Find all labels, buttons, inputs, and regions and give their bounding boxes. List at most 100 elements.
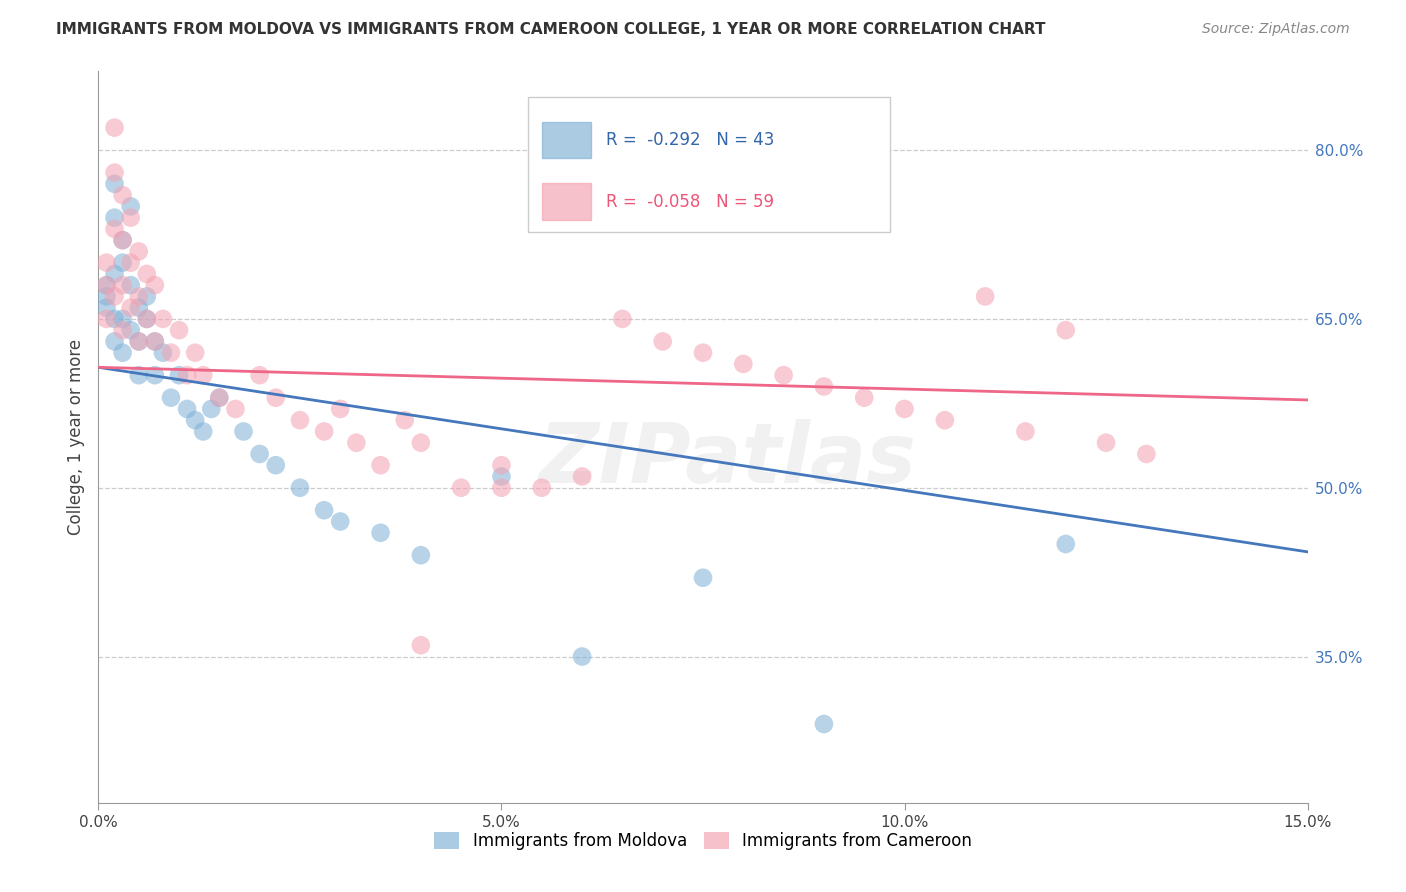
Point: [813, 379, 835, 393]
FancyBboxPatch shape: [527, 97, 890, 232]
Point: [103, 222, 125, 236]
Point: [1054, 323, 1077, 337]
Point: [160, 391, 183, 405]
Point: [128, 334, 150, 349]
Point: [249, 447, 271, 461]
Point: [167, 323, 190, 337]
Text: ZIPatlas: ZIPatlas: [538, 418, 917, 500]
Point: [450, 481, 472, 495]
Point: [120, 255, 142, 269]
Point: [111, 233, 134, 247]
Point: [128, 301, 150, 315]
Text: Source: ZipAtlas.com: Source: ZipAtlas.com: [1202, 22, 1350, 37]
Point: [1095, 435, 1118, 450]
Point: [111, 345, 134, 359]
Point: [200, 401, 222, 416]
Point: [193, 368, 215, 383]
Point: [409, 548, 432, 562]
Point: [409, 435, 432, 450]
Point: [853, 211, 876, 225]
Point: [184, 413, 207, 427]
Text: R =  -0.292   N = 43: R = -0.292 N = 43: [606, 131, 775, 149]
Point: [103, 177, 125, 191]
Point: [208, 391, 231, 405]
Point: [853, 391, 876, 405]
Point: [370, 525, 392, 540]
Point: [370, 458, 392, 473]
Point: [612, 312, 634, 326]
Point: [288, 481, 311, 495]
Point: [120, 211, 142, 225]
Point: [264, 458, 287, 473]
Point: [120, 278, 142, 293]
Point: [96, 278, 118, 293]
Point: [184, 345, 207, 359]
Text: R =  -0.058   N = 59: R = -0.058 N = 59: [606, 193, 775, 211]
Point: [344, 435, 367, 450]
Point: [160, 345, 183, 359]
Point: [135, 289, 157, 303]
Point: [111, 255, 134, 269]
Point: [111, 312, 134, 326]
Point: [143, 368, 166, 383]
Text: IMMIGRANTS FROM MOLDOVA VS IMMIGRANTS FROM CAMEROON COLLEGE, 1 YEAR OR MORE CORR: IMMIGRANTS FROM MOLDOVA VS IMMIGRANTS FR…: [56, 22, 1046, 37]
Point: [974, 289, 997, 303]
Point: [103, 211, 125, 225]
Point: [1135, 447, 1157, 461]
Point: [111, 323, 134, 337]
Point: [193, 425, 215, 439]
Y-axis label: College, 1 year or more: College, 1 year or more: [67, 339, 86, 535]
Point: [491, 458, 513, 473]
Point: [111, 233, 134, 247]
Point: [651, 334, 673, 349]
Point: [120, 301, 142, 315]
Point: [934, 413, 956, 427]
Point: [96, 312, 118, 326]
Point: [329, 401, 352, 416]
Point: [314, 503, 336, 517]
Bar: [543, 183, 591, 219]
Point: [167, 368, 190, 383]
Point: [128, 244, 150, 259]
Point: [314, 425, 336, 439]
Point: [152, 312, 174, 326]
Point: [249, 368, 271, 383]
Point: [96, 289, 118, 303]
Point: [135, 312, 157, 326]
Legend: Immigrants from Moldova, Immigrants from Cameroon: Immigrants from Moldova, Immigrants from…: [427, 825, 979, 856]
Point: [491, 469, 513, 483]
Point: [208, 391, 231, 405]
Point: [103, 312, 125, 326]
Bar: [543, 121, 591, 158]
Point: [103, 120, 125, 135]
Point: [143, 334, 166, 349]
Point: [733, 357, 755, 371]
Point: [128, 334, 150, 349]
Point: [530, 481, 553, 495]
Point: [135, 312, 157, 326]
Point: [128, 289, 150, 303]
Point: [813, 717, 835, 731]
Point: [232, 425, 254, 439]
Point: [96, 255, 118, 269]
Point: [143, 334, 166, 349]
Point: [96, 278, 118, 293]
Point: [224, 401, 246, 416]
Point: [176, 401, 198, 416]
Point: [692, 345, 714, 359]
Point: [103, 334, 125, 349]
Point: [772, 368, 794, 383]
Point: [143, 278, 166, 293]
Point: [1054, 537, 1077, 551]
Point: [103, 289, 125, 303]
Point: [176, 368, 198, 383]
Point: [409, 638, 432, 652]
Point: [128, 368, 150, 383]
Point: [96, 301, 118, 315]
Point: [893, 401, 915, 416]
Point: [103, 267, 125, 281]
Point: [288, 413, 311, 427]
Point: [264, 391, 287, 405]
Point: [692, 571, 714, 585]
Point: [491, 481, 513, 495]
